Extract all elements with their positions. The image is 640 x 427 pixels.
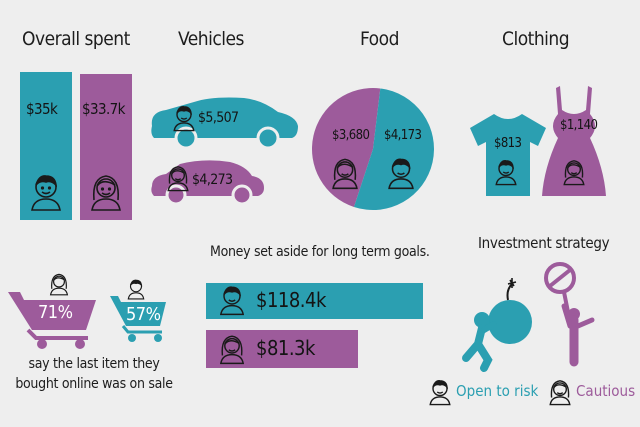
shopping-cart-icon bbox=[8, 292, 96, 349]
sale-note-line1: say the last item they bbox=[28, 356, 160, 372]
food-title: Food bbox=[360, 28, 399, 50]
vehicles-cautious-label: $4,273 bbox=[192, 172, 233, 188]
dress-icon bbox=[542, 86, 606, 196]
sale-open-percent: 57% bbox=[126, 304, 161, 325]
clothing-title: Clothing bbox=[502, 28, 570, 50]
clothing-cautious-label: $1,140 bbox=[560, 118, 598, 133]
woman-avatar-icon bbox=[549, 380, 571, 406]
woman-avatar-icon bbox=[167, 166, 189, 192]
man-avatar-icon bbox=[429, 380, 451, 406]
food-pie-chart bbox=[312, 88, 435, 210]
woman-avatar-icon bbox=[332, 158, 358, 190]
food-slice-cautious bbox=[312, 88, 381, 207]
man-avatar-icon bbox=[31, 175, 61, 211]
savings-cautious-label: $81.3k bbox=[256, 336, 315, 360]
clothing-open-label: $813 bbox=[494, 136, 522, 151]
man-avatar-icon bbox=[173, 106, 195, 132]
overall-open-label: $35k bbox=[26, 100, 58, 118]
vehicles-title: Vehicles bbox=[178, 28, 244, 50]
woman-avatar-icon bbox=[91, 175, 121, 211]
overall-spent-title: Overall spent bbox=[22, 28, 130, 50]
food-open-label: $4,173 bbox=[384, 128, 422, 143]
man-avatar-icon bbox=[127, 279, 145, 300]
man-avatar-icon bbox=[219, 286, 245, 316]
woman-avatar-icon bbox=[563, 160, 585, 186]
savings-open-label: $118.4k bbox=[256, 288, 326, 312]
woman-avatar-icon bbox=[49, 273, 69, 296]
overall-cautious-label: $33.7k bbox=[82, 100, 125, 118]
no-entry-sign-icon bbox=[544, 262, 595, 367]
food-cautious-label: $3,680 bbox=[332, 128, 370, 143]
woman-avatar-icon bbox=[219, 335, 245, 365]
shopping-cart-icon bbox=[110, 296, 166, 342]
legend-open-label: Open to risk bbox=[456, 382, 539, 400]
savings-title: Money set aside for long term goals. bbox=[210, 244, 430, 260]
man-avatar-icon bbox=[495, 160, 517, 186]
overall-bar-cautious bbox=[80, 74, 132, 220]
investment-title: Investment strategy bbox=[478, 234, 610, 252]
man-avatar-icon bbox=[388, 158, 414, 190]
food-slice-open bbox=[353, 88, 435, 210]
overall-bar-open bbox=[20, 72, 72, 220]
legend-cautious-label: Cautious bbox=[576, 382, 636, 400]
tshirt-icon bbox=[470, 114, 546, 196]
sale-note-line2: bought online was on sale bbox=[15, 376, 173, 392]
bomb-icon bbox=[462, 278, 532, 372]
vehicles-open-label: $5,507 bbox=[198, 110, 239, 126]
sale-cautious-percent: 71% bbox=[38, 302, 73, 323]
